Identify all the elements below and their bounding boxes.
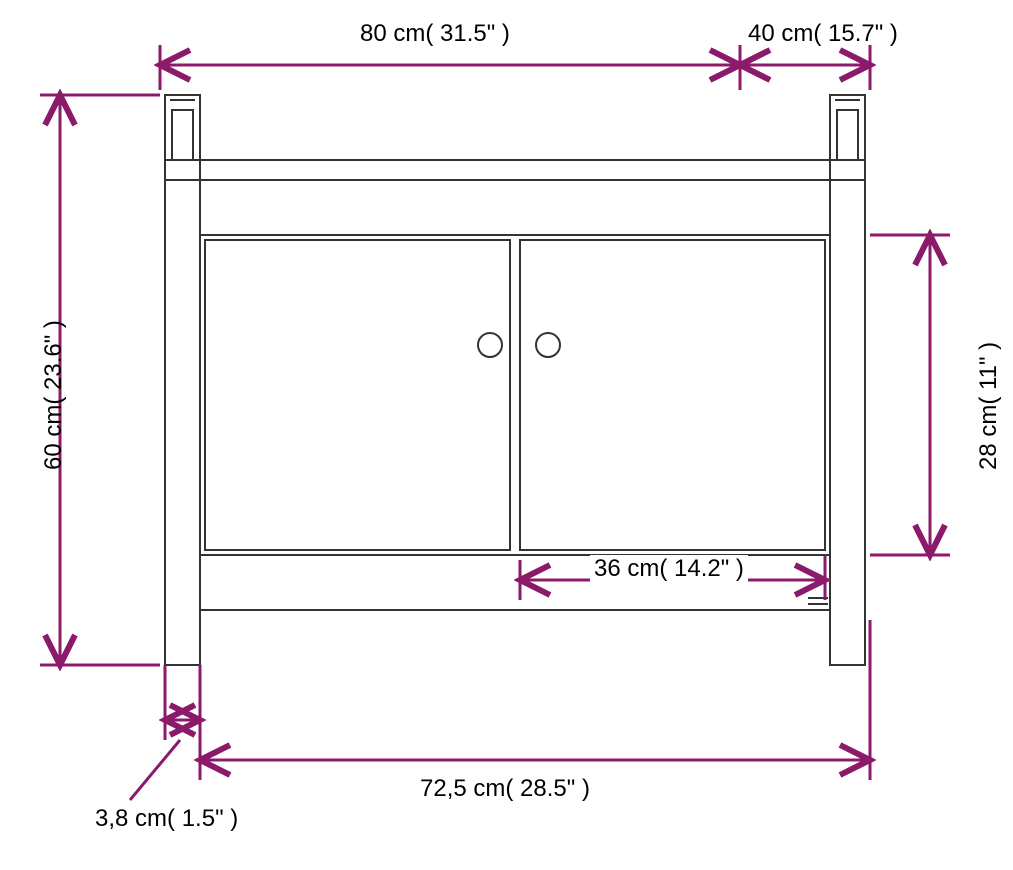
- dimension-drawing: [0, 0, 1013, 870]
- dim-inner-width-cm: 72,5 cm: [420, 775, 505, 802]
- dim-door-height-label: 28 cm( 11" ): [975, 342, 1003, 470]
- dim-door-width-cm: 36 cm: [594, 555, 659, 582]
- dim-height-in: 23.6": [40, 335, 67, 390]
- dim-width-label: 80 cm( 31.5" ): [360, 20, 510, 48]
- dim-width-in: 31.5": [440, 20, 495, 47]
- dim-width-cm: 80 cm: [360, 20, 425, 47]
- dim-height-label: 60 cm( 23.6" ): [40, 320, 68, 470]
- door-knob-right: [536, 333, 560, 357]
- dim-door-height-in: 11": [975, 357, 1002, 390]
- dimension-lines: [40, 45, 950, 800]
- dim-leg-width-cm: 3,8 cm: [95, 805, 167, 832]
- dim-inner-width-in: 28.5": [520, 775, 575, 802]
- dim-height-cm: 60 cm: [40, 405, 67, 470]
- dim-depth-label: 40 cm( 15.7" ): [748, 20, 898, 48]
- dim-depth-cm: 40 cm: [748, 20, 813, 47]
- dim-door-height-cm: 28 cm: [975, 405, 1002, 470]
- dim-leg-width-label: 3,8 cm( 1.5" ): [95, 805, 238, 833]
- dim-door-width-in: 14.2": [674, 555, 729, 582]
- dim-leg-width-in: 1.5": [182, 805, 224, 832]
- dim-depth-in: 15.7": [828, 20, 883, 47]
- cabinet-door-right: [520, 240, 825, 550]
- dim-inner-width-label: 72,5 cm( 28.5" ): [420, 775, 590, 803]
- dim-door-width-label: 36 cm( 14.2" ): [590, 555, 748, 583]
- door-knob-left: [478, 333, 502, 357]
- cabinet-door-left: [205, 240, 510, 550]
